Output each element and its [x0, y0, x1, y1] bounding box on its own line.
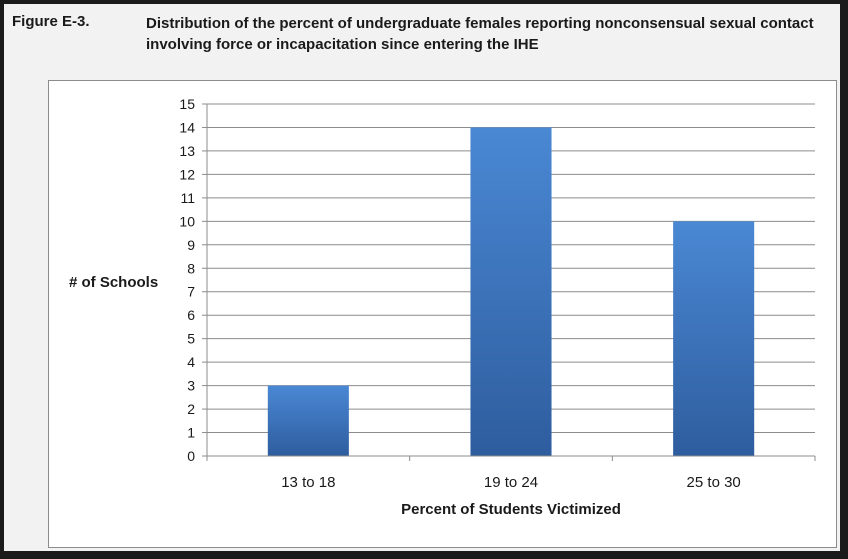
- y-tick-label: 0: [187, 448, 195, 464]
- x-category-label: 25 to 30: [687, 474, 741, 491]
- figure-label: Figure E-3.: [12, 13, 90, 30]
- y-tick-label: 5: [187, 331, 195, 347]
- y-tick-label: 14: [179, 119, 195, 135]
- bar-19-to-24: [470, 127, 552, 456]
- y-tick-label: 7: [187, 284, 195, 300]
- y-tick-label: 8: [187, 260, 195, 276]
- x-axis-title: Percent of Students Victimized: [401, 501, 621, 518]
- y-tick-label: 1: [187, 425, 195, 441]
- y-tick-label: 9: [187, 237, 195, 253]
- figure-title: Distribution of the percent of undergrad…: [146, 15, 814, 53]
- y-tick-label: 15: [179, 96, 195, 112]
- y-tick-label: 11: [180, 190, 195, 206]
- y-tick-label: 6: [187, 307, 195, 323]
- chart-panel: 0 1 2 3 4 5 6 7 8 9 10 11 12 13 14 15 13 to 18 19 to 24 25…: [48, 80, 837, 548]
- y-tick-label: 2: [187, 401, 195, 417]
- bar-13-to-18: [267, 385, 349, 456]
- x-category-label: 13 to 18: [281, 474, 335, 491]
- bars: [267, 127, 755, 456]
- x-category-label: 19 to 24: [484, 474, 538, 491]
- y-tick-label: 3: [187, 378, 195, 394]
- y-tick-label: 4: [187, 354, 195, 370]
- y-tick-label: 12: [179, 166, 195, 182]
- y-tick-label: 13: [179, 143, 195, 159]
- y-axis-title: # of Schools: [69, 274, 158, 291]
- axes: [202, 103, 816, 461]
- y-tick-label: 10: [179, 213, 195, 229]
- figure-frame: Figure E-3. Distribution of the percent …: [4, 4, 840, 551]
- bar-25-to-30: [673, 221, 755, 456]
